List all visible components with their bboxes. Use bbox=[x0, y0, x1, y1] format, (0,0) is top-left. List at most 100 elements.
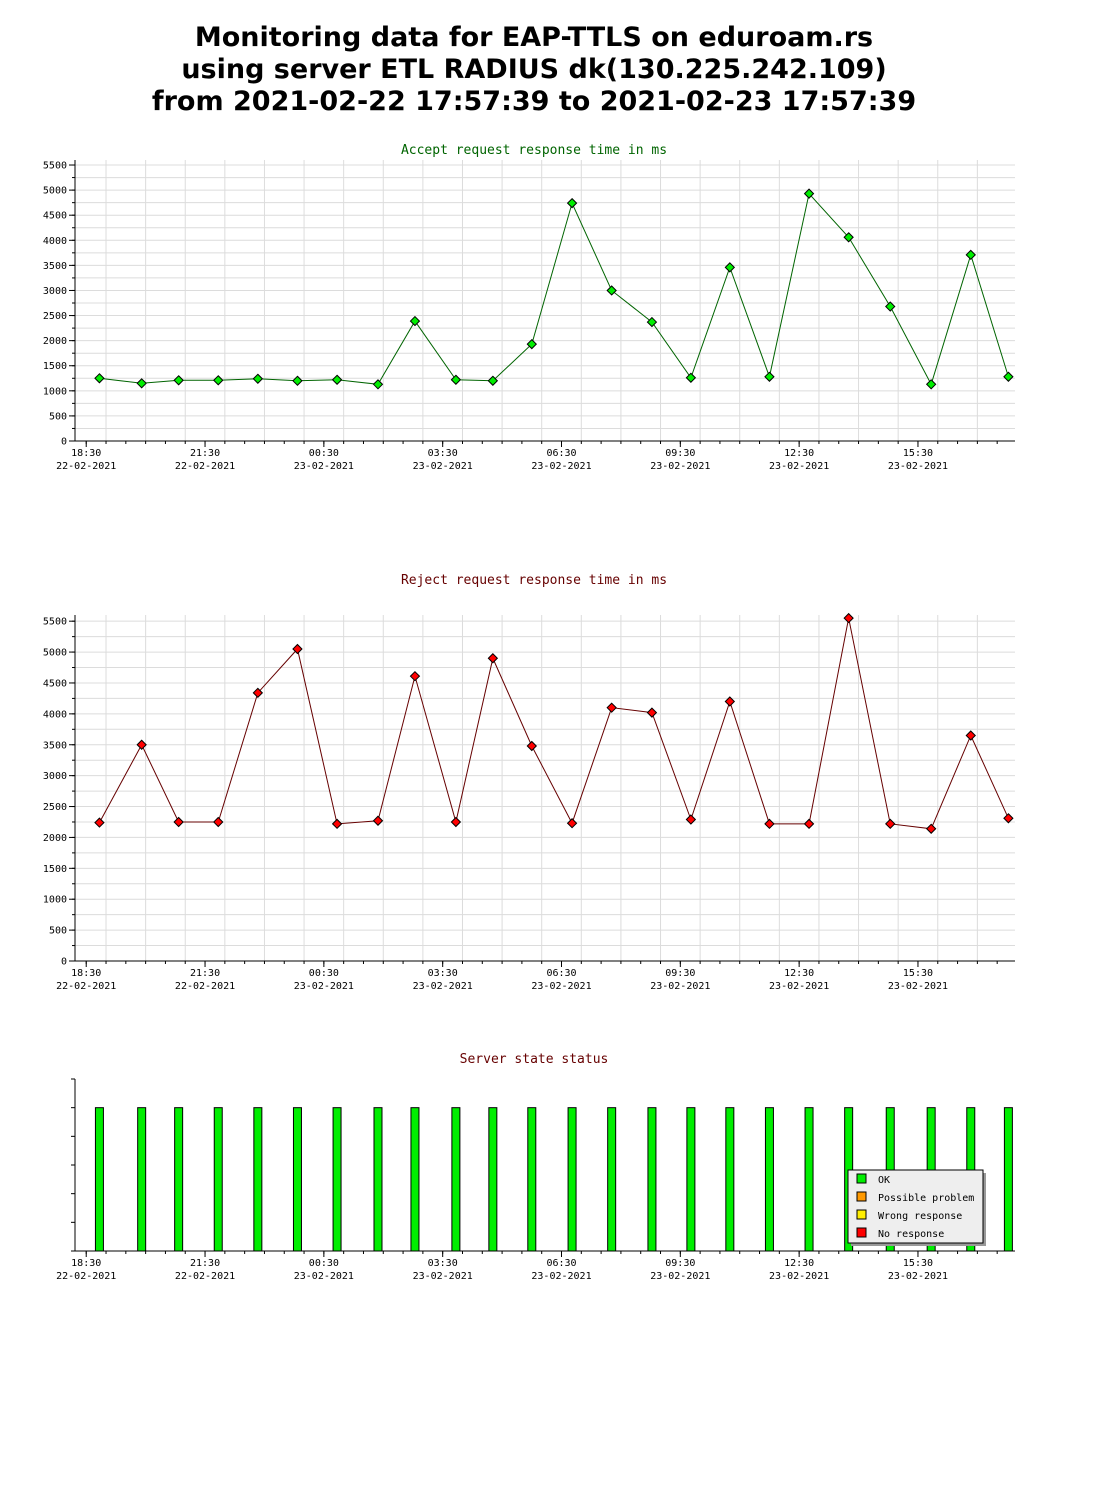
y-tick-label: 500 bbox=[49, 411, 67, 422]
data-point bbox=[292, 375, 303, 386]
status-bar bbox=[174, 1107, 184, 1252]
legend-label: No response bbox=[878, 1229, 944, 1240]
series-line bbox=[99, 192, 1009, 386]
chart-title: Server state status bbox=[460, 1052, 609, 1067]
y-tick-label: 2000 bbox=[43, 336, 67, 347]
x-tick-label: 12:30 bbox=[784, 968, 814, 979]
x-tick-label: 21:30 bbox=[190, 448, 220, 459]
x-tick-label: 21:30 bbox=[190, 1258, 220, 1269]
x-tick-date: 22-02-2021 bbox=[175, 461, 235, 472]
data-point bbox=[409, 315, 421, 327]
data-point bbox=[885, 301, 896, 312]
data-point bbox=[606, 285, 617, 296]
x-tick-date: 23-02-2021 bbox=[531, 1271, 591, 1282]
y-tick-label: 5500 bbox=[43, 161, 67, 172]
data-point bbox=[94, 373, 105, 384]
data-point bbox=[487, 375, 499, 386]
data-point bbox=[925, 823, 937, 834]
y-tick-label: 5000 bbox=[43, 648, 67, 659]
data-point bbox=[450, 816, 462, 828]
data-point bbox=[331, 818, 343, 830]
x-tick-label: 18:30 bbox=[71, 968, 101, 979]
data-point bbox=[843, 232, 854, 243]
data-point bbox=[566, 818, 578, 829]
data-point bbox=[409, 670, 421, 682]
x-tick-label: 06:30 bbox=[546, 968, 576, 979]
y-tick-label: 3000 bbox=[43, 771, 67, 782]
data-point bbox=[292, 643, 303, 655]
chart-title: Reject request response time in ms bbox=[401, 573, 667, 588]
y-tick-label: 3000 bbox=[43, 286, 67, 297]
data-point bbox=[213, 816, 224, 828]
y-tick-label: 5000 bbox=[43, 186, 67, 197]
data-point bbox=[526, 740, 538, 752]
y-tick-label: 5500 bbox=[43, 617, 67, 628]
y-tick-label: 0 bbox=[61, 957, 67, 968]
data-point bbox=[764, 818, 775, 830]
y-tick-label: 2000 bbox=[43, 833, 67, 844]
data-point bbox=[136, 378, 147, 389]
x-tick-label: 09:30 bbox=[665, 448, 695, 459]
x-tick-label: 03:30 bbox=[428, 968, 458, 979]
x-tick-date: 23-02-2021 bbox=[413, 981, 473, 992]
y-tick-label: 4000 bbox=[43, 709, 67, 720]
x-tick-label: 00:30 bbox=[309, 1258, 339, 1269]
x-tick-date: 23-02-2021 bbox=[888, 981, 948, 992]
data-point bbox=[372, 815, 384, 826]
legend-swatch bbox=[856, 1227, 867, 1238]
x-tick-label: 15:30 bbox=[903, 1258, 933, 1269]
y-tick-label: 4500 bbox=[43, 678, 67, 689]
data-point bbox=[764, 371, 775, 382]
x-tick-date: 23-02-2021 bbox=[294, 1271, 354, 1282]
x-tick-date: 23-02-2021 bbox=[769, 1271, 829, 1282]
data-point bbox=[450, 374, 462, 385]
data-point bbox=[487, 653, 499, 664]
x-tick-date: 23-02-2021 bbox=[294, 981, 354, 992]
legend: OK Possible problem Wrong response No respo… bbox=[847, 1169, 984, 1244]
x-tick-label: 12:30 bbox=[784, 448, 814, 459]
data-point bbox=[372, 379, 384, 390]
status-bar bbox=[527, 1107, 537, 1252]
x-tick-date: 22-02-2021 bbox=[175, 981, 235, 992]
reject-response-chart: Reject request response time in ms 0 500 10… bbox=[43, 573, 1015, 992]
legend-box bbox=[847, 1169, 984, 1244]
data-point bbox=[136, 739, 147, 750]
x-tick-label: 03:30 bbox=[428, 448, 458, 459]
y-tick-label: 1000 bbox=[43, 895, 67, 906]
y-tick-label: 0 bbox=[61, 437, 67, 448]
x-tick-date: 22-02-2021 bbox=[56, 981, 116, 992]
status-bar bbox=[410, 1107, 420, 1252]
data-point bbox=[1003, 371, 1014, 382]
x-tick-label: 09:30 bbox=[665, 968, 695, 979]
y-tick-label: 4000 bbox=[43, 236, 67, 247]
status-bar bbox=[292, 1107, 302, 1252]
y-tick-label: 1500 bbox=[43, 864, 67, 875]
server-status-chart: Server state status 18:30 22-02-2021 21:30 2… bbox=[56, 1052, 1015, 1282]
data-point bbox=[724, 262, 736, 273]
data-point bbox=[724, 696, 736, 707]
legend-label: Possible problem bbox=[878, 1193, 974, 1204]
status-bar bbox=[725, 1107, 735, 1252]
y-tick-label: 4500 bbox=[43, 211, 67, 222]
x-tick-date: 23-02-2021 bbox=[413, 461, 473, 472]
data-point bbox=[685, 372, 697, 383]
legend-label: OK bbox=[878, 1175, 890, 1186]
data-point bbox=[965, 730, 976, 741]
x-tick-date: 22-02-2021 bbox=[56, 461, 116, 472]
y-tick-label: 500 bbox=[49, 926, 67, 937]
x-tick-label: 18:30 bbox=[71, 448, 101, 459]
data-point bbox=[526, 338, 538, 350]
title-line-2: using server ETL RADIUS dk(130.225.242.1… bbox=[181, 54, 887, 85]
x-tick-date: 23-02-2021 bbox=[650, 461, 710, 472]
x-tick-date: 23-02-2021 bbox=[650, 1271, 710, 1282]
y-tick-label: 1000 bbox=[43, 386, 67, 397]
y-tick-label: 3500 bbox=[43, 261, 67, 272]
status-bar bbox=[567, 1107, 577, 1252]
x-tick-date: 23-02-2021 bbox=[650, 981, 710, 992]
data-point bbox=[646, 316, 658, 328]
status-bar bbox=[373, 1107, 383, 1252]
data-point bbox=[252, 687, 264, 699]
legend-swatch bbox=[856, 1191, 867, 1202]
data-point bbox=[885, 818, 896, 830]
legend-swatch bbox=[856, 1173, 867, 1184]
